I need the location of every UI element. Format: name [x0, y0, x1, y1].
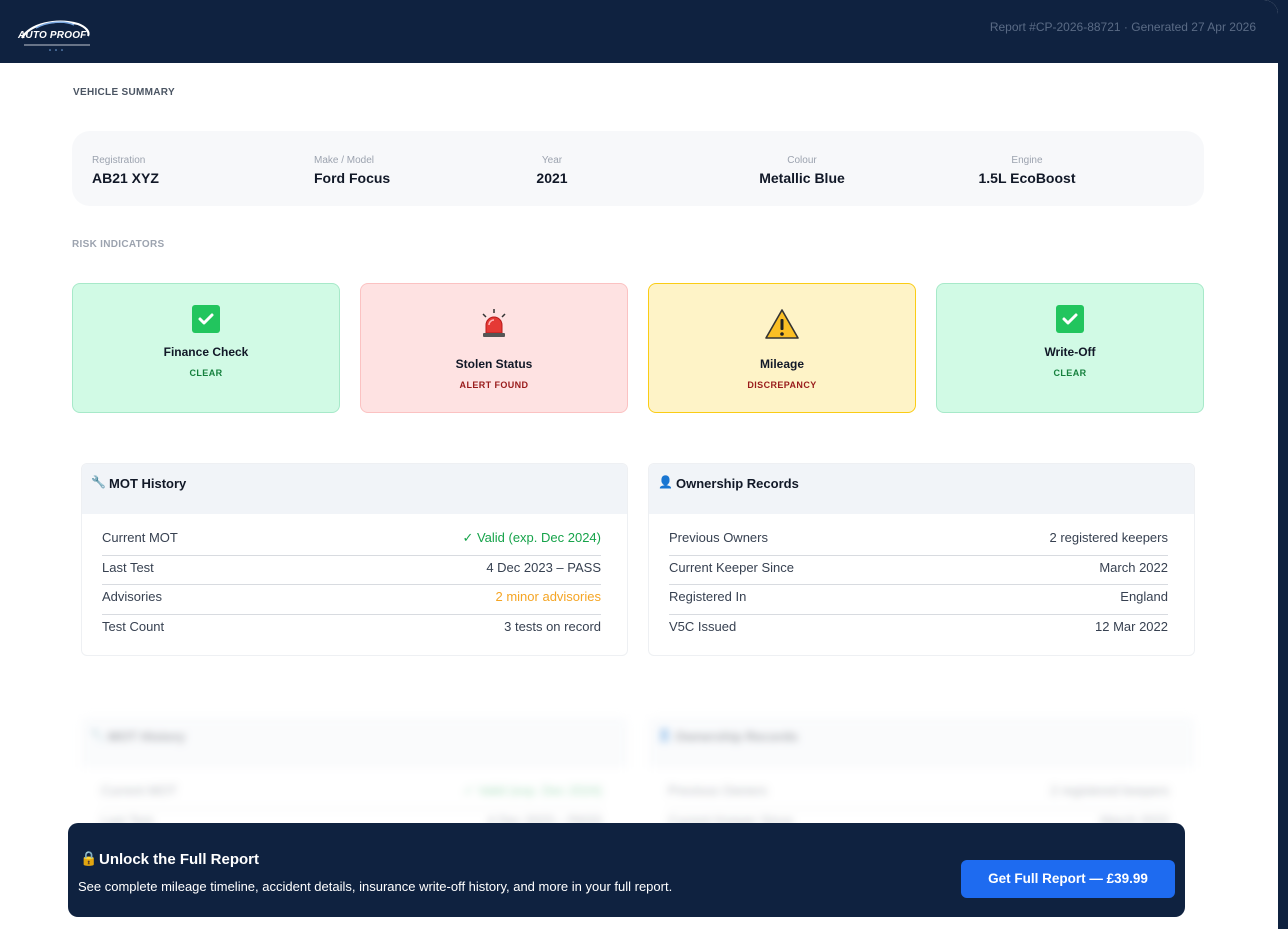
summary-key: Make / Model	[314, 155, 375, 166]
summary-key: Registration	[92, 155, 146, 166]
risk-title: Write-Off	[1044, 345, 1096, 359]
vehicle-summary-card: Registration AB21 XYZ Make / Model Ford …	[72, 131, 1204, 206]
ownership-records-panel: 👤 Ownership Records Previous Owners 2 re…	[648, 463, 1195, 656]
panel-header: 🔧 MOT History	[81, 717, 628, 767]
top-bar: AUTO PROOF Report #CP-2026-88721 · Gener…	[0, 0, 1278, 63]
mot-history-panel: 🔧 MOT History Current MOT ✓ Valid (exp. …	[81, 463, 628, 656]
panel-title: Ownership Records	[675, 729, 798, 744]
row-value: 4 Dec 2023 – PASS	[486, 559, 601, 575]
row-key: Current Keeper Since	[669, 559, 795, 575]
panel-title: Ownership Records	[676, 476, 799, 491]
wrench-icon: 🔧	[91, 475, 106, 489]
row-value: 12 Mar 2022	[1095, 618, 1168, 634]
panel-header: 👤 Ownership Records	[648, 717, 1195, 767]
person-icon: 👤	[657, 728, 672, 742]
risk-card-stolen: Stolen Status ALERT FOUND	[360, 283, 628, 413]
row-key: V5C Issued	[669, 618, 737, 634]
warning-icon	[765, 309, 799, 339]
table-row: Current MOT ✓ Valid (exp. Dec 2024)	[102, 526, 601, 556]
check-icon	[1056, 305, 1084, 333]
risk-title: Stolen Status	[455, 357, 533, 371]
logo-text: AUTO PROOF	[18, 30, 87, 41]
summary-value: 1.5L EcoBoost	[978, 170, 1076, 186]
get-full-report-button[interactable]: Get Full Report — £39.99	[961, 860, 1175, 898]
lock-icon: 🔒	[80, 850, 98, 866]
row-value: ✓ Valid (exp. Dec 2024)	[463, 783, 602, 798]
risk-title: Mileage	[759, 357, 804, 371]
row-key: Test Count	[102, 618, 165, 634]
row-value: 2 registered keepers	[1050, 783, 1169, 798]
summary-engine: Engine 1.5L EcoBoost	[972, 155, 1082, 186]
row-value: March 2022	[1099, 559, 1168, 575]
row-value: England	[1120, 589, 1168, 604]
summary-colour: Colour Metallic Blue	[742, 155, 862, 186]
panel-header: 🔧 MOT History	[82, 464, 627, 514]
summary-value: AB21 XYZ	[92, 170, 159, 186]
table-row: Test Count 3 tests on record	[102, 615, 601, 645]
row-key: Current MOT	[101, 783, 177, 798]
unlock-cta-banner: 🔒 Unlock the Full Report See complete mi…	[68, 823, 1185, 917]
risk-status: ALERT FOUND	[459, 380, 529, 390]
table-row: V5C Issued 12 Mar 2022	[669, 615, 1168, 645]
panel-header: 👤 Ownership Records	[649, 464, 1194, 514]
row-key: Current MOT	[102, 530, 178, 545]
row-value: 2 minor advisories	[495, 589, 602, 604]
row-value: ✓ Valid (exp. Dec 2024)	[462, 530, 601, 545]
summary-key: Year	[541, 155, 563, 166]
panel-title: MOT History	[108, 729, 186, 744]
row-key: Advisories	[102, 589, 162, 604]
table-row: Current MOT ✓ Valid (exp. Dec 2024)	[101, 779, 602, 809]
report-meta: Report #CP-2026-88721 · Generated 27 Apr…	[989, 20, 1256, 34]
mot-rows: Current MOT ✓ Valid (exp. Dec 2024) Last…	[102, 526, 601, 644]
row-value: 2 registered keepers	[1049, 530, 1168, 545]
table-row: Previous Owners 2 registered keepers	[669, 526, 1168, 556]
panel-title: MOT History	[109, 476, 187, 491]
ownership-rows: Previous Owners 2 registered keepers Cur…	[669, 526, 1168, 644]
vehicle-summary-label: VEHICLE SUMMARY	[73, 87, 175, 98]
summary-registration: Registration AB21 XYZ	[92, 155, 159, 186]
risk-card-write-off: Write-Off CLEAR	[936, 283, 1204, 413]
row-key: Last Test	[102, 559, 154, 575]
check-icon	[192, 305, 220, 333]
summary-value: Metallic Blue	[759, 170, 845, 186]
summary-year: Year 2021	[520, 155, 584, 186]
row-key: Registered In	[669, 589, 747, 604]
table-row: Last Test 4 Dec 2023 – PASS	[102, 556, 601, 585]
risk-status: CLEAR	[1053, 368, 1087, 378]
summary-make-model: Make / Model Ford Focus	[314, 155, 390, 186]
summary-key: Colour	[787, 155, 817, 166]
cta-description: See complete mileage timeline, accident …	[78, 879, 673, 894]
person-icon: 👤	[658, 475, 673, 489]
table-row: Advisories 2 minor advisories	[102, 585, 601, 615]
row-value: 3 tests on record	[504, 618, 601, 634]
summary-value: Ford Focus	[314, 170, 391, 186]
summary-key: Engine	[1011, 155, 1043, 166]
cta-title: Unlock the Full Report	[99, 851, 260, 868]
risk-status: DISCREPANCY	[747, 380, 817, 390]
risk-card-mileage: Mileage DISCREPANCY	[648, 283, 916, 413]
row-key: Previous Owners	[669, 530, 768, 545]
risk-indicators-label: RISK INDICATORS	[72, 239, 165, 250]
auto-proof-logo	[21, 20, 90, 51]
wrench-icon: 🔧	[90, 728, 105, 742]
risk-status: CLEAR	[189, 368, 223, 378]
table-row: Registered In England	[669, 585, 1168, 615]
table-row: Current Keeper Since March 2022	[669, 556, 1168, 585]
row-key: Previous Owners	[668, 783, 767, 798]
risk-card-finance: Finance Check CLEAR	[72, 283, 340, 413]
siren-icon	[482, 309, 506, 337]
summary-value: 2021	[536, 170, 568, 186]
table-row: Previous Owners 2 registered keepers	[668, 779, 1169, 809]
risk-title: Finance Check	[163, 345, 249, 359]
